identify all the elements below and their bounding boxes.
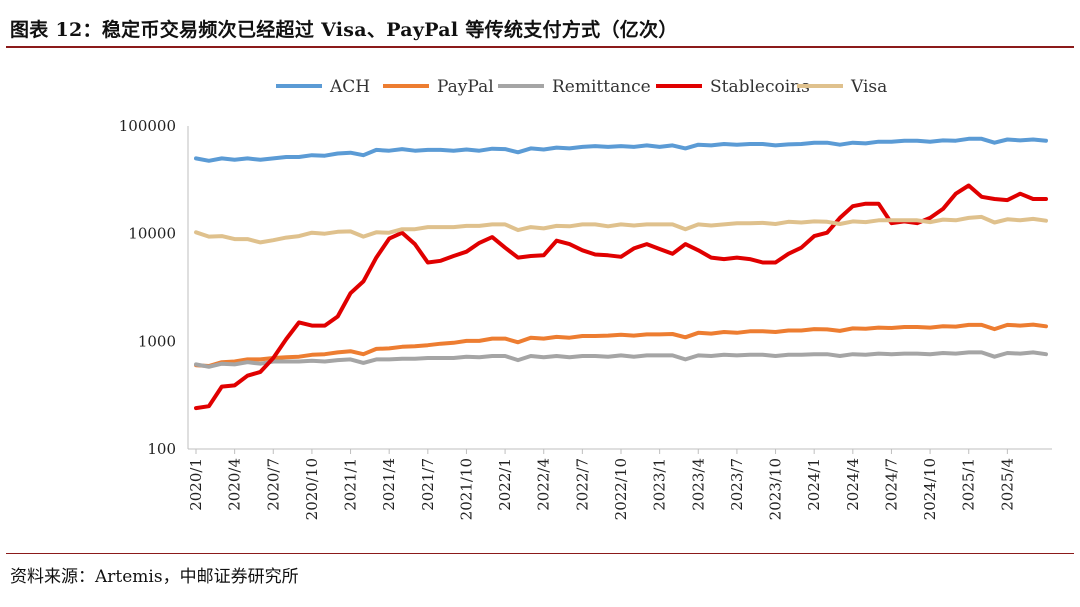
x-tick-label: 2024/7: [882, 458, 900, 511]
legend-label-stablecoins: Stablecoins: [710, 77, 810, 97]
x-tick-label: 2022/7: [573, 458, 591, 511]
legend-label-visa: Visa: [850, 77, 887, 97]
legend-label-paypal: PayPal: [437, 77, 494, 97]
x-tick-label: 2024/4: [844, 458, 862, 511]
x-tick-label: 2022/10: [612, 458, 630, 520]
series-line-visa: [194, 214, 1048, 245]
y-tick-label: 10000: [128, 225, 176, 243]
y-axis: 100 1000 10000 100000: [119, 117, 189, 458]
x-tick-label: 2021/7: [419, 458, 437, 511]
x-tick-label: 2023/1: [651, 458, 669, 511]
x-tick-label: 2021/4: [380, 458, 398, 511]
x-tick-label: 2025/1: [960, 458, 978, 511]
title-divider: [6, 46, 1074, 48]
x-tick-label: 2022/4: [535, 458, 553, 511]
x-tick-label: 2023/10: [767, 458, 785, 520]
y-tick-label: 100000: [119, 117, 176, 135]
x-tick-label: 2024/1: [805, 458, 823, 511]
source-note: 资料来源：Artemis，中邮证券研究所: [10, 567, 299, 587]
x-tick-label: 2021/10: [457, 458, 475, 520]
x-tick-label: 2020/4: [226, 458, 244, 511]
x-axis: 2020/1 2020/4 2020/7 2020/10 2021/1 2021/4 202…: [187, 448, 1052, 520]
x-tick-label: 2023/7: [728, 458, 746, 511]
legend: ACH PayPal Remittance Stablecoins Visa: [276, 77, 887, 97]
plot-area: [194, 136, 1048, 411]
y-tick-label: 100: [147, 440, 176, 458]
x-tick-label: 2023/4: [689, 458, 707, 511]
x-tick-label: 2020/10: [303, 458, 321, 520]
legend-label-ach: ACH: [329, 77, 370, 97]
chart-title: 图表 12：稳定币交易频次已经超过 Visa、PayPal 等传统支付方式（亿次…: [10, 19, 678, 41]
x-tick-label: 2020/7: [264, 458, 282, 511]
x-tick-label: 2020/1: [187, 458, 205, 511]
series-line-remittance: [194, 350, 1048, 369]
y-tick-label: 1000: [138, 332, 176, 350]
x-tick-label: 2025/4: [998, 458, 1016, 511]
legend-label-remittance: Remittance: [552, 77, 651, 97]
x-tick-label: 2021/1: [342, 458, 360, 511]
series-line-ach: [194, 136, 1048, 163]
series-line-paypal: [194, 322, 1048, 368]
x-tick-label: 2022/1: [496, 458, 514, 511]
source-divider: [6, 553, 1074, 554]
x-tick-label: 2024/10: [921, 458, 939, 520]
